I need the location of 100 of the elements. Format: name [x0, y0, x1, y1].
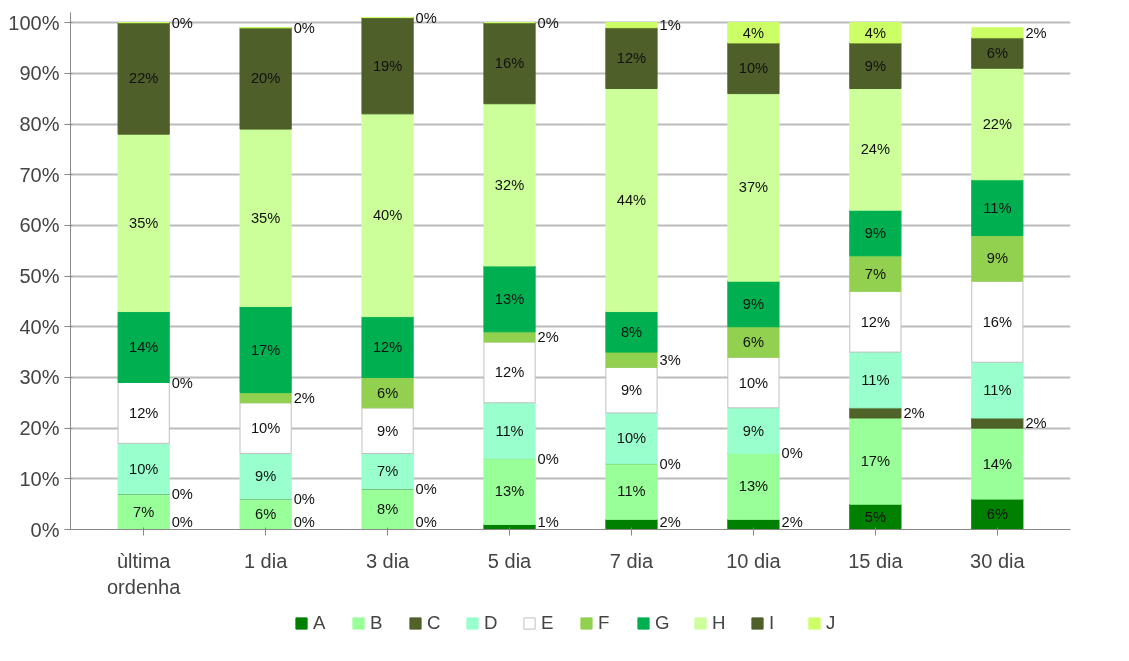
y-tick-label: 90%: [19, 62, 60, 85]
data-label: 40%: [372, 207, 403, 224]
data-label: 0%: [537, 450, 559, 467]
data-label: 37%: [738, 179, 769, 196]
data-label: 12%: [616, 50, 647, 67]
data-label: 0%: [415, 480, 437, 497]
data-label: 0%: [293, 491, 315, 508]
x-tick-label: 7 dia: [609, 549, 655, 572]
data-label: 0%: [171, 513, 193, 530]
data-label: 6%: [986, 506, 1008, 523]
legend-label: I: [769, 611, 776, 634]
data-label: 11%: [617, 483, 646, 500]
data-label: 7%: [376, 463, 399, 480]
data-label: 35%: [250, 209, 281, 226]
data-label: 11%: [861, 371, 890, 388]
data-label: 20%: [250, 70, 281, 87]
x-tick-label: 10 dia: [726, 549, 782, 572]
data-label: 6%: [376, 384, 399, 401]
data-label: 10%: [250, 420, 281, 437]
data-label: 12%: [372, 339, 403, 356]
y-tick-label: 40%: [19, 315, 60, 338]
legend-label: E: [541, 611, 555, 634]
data-label: 2%: [903, 404, 925, 421]
legend-label: D: [484, 611, 499, 634]
data-label: 22%: [982, 116, 1013, 133]
data-label: 5%: [864, 508, 886, 525]
y-tick-label: 10%: [19, 467, 60, 490]
data-label: 22%: [129, 70, 159, 87]
data-label: 0%: [659, 455, 681, 472]
data-label: 10%: [738, 60, 769, 77]
data-label: 24%: [860, 141, 891, 158]
y-tick-label: 20%: [19, 417, 60, 440]
data-label: 0%: [171, 486, 193, 503]
data-label: 10%: [129, 460, 159, 477]
data-label: 2%: [1025, 415, 1047, 432]
data-label: 17%: [250, 341, 281, 358]
x-tick-label: 1 dia: [243, 549, 289, 572]
data-label: 4%: [864, 24, 886, 41]
data-label: 11%: [495, 422, 524, 439]
data-label: 19%: [372, 57, 403, 74]
data-label: 0%: [415, 513, 437, 530]
data-label: 13%: [738, 478, 769, 495]
data-label: 9%: [864, 224, 886, 241]
data-label: 9%: [620, 382, 643, 399]
data-label: 6%: [986, 45, 1008, 62]
data-label: 9%: [864, 57, 886, 74]
legend-label: H: [712, 611, 727, 634]
x-tick-label: 3 dia: [365, 549, 411, 572]
data-label: 7%: [864, 265, 886, 282]
x-tick-label: ùltima ordenha: [106, 549, 182, 598]
data-label: 0%: [171, 14, 193, 31]
data-label: 6%: [742, 333, 765, 350]
data-label: 11%: [983, 382, 1012, 399]
data-label: 4%: [742, 24, 765, 41]
data-label: 16%: [494, 55, 525, 72]
data-label: 12%: [129, 404, 159, 421]
data-label: 0%: [293, 513, 315, 530]
data-label: 1%: [659, 17, 681, 34]
data-label: 10%: [738, 374, 769, 391]
data-label: 0%: [171, 374, 193, 391]
y-tick-label: 50%: [19, 265, 60, 288]
data-label: 14%: [982, 455, 1013, 472]
data-label: 16%: [982, 313, 1013, 330]
data-label: 3%: [659, 351, 681, 368]
data-label: 7%: [133, 503, 155, 520]
x-tick-label: 5 dia: [487, 549, 533, 572]
data-label: 0%: [537, 14, 559, 31]
data-label: 32%: [494, 176, 525, 193]
data-label: 12%: [860, 313, 891, 330]
legend-label: G: [655, 611, 671, 634]
data-label: 0%: [415, 9, 437, 26]
data-label: 9%: [255, 468, 277, 485]
y-tick-label: 80%: [19, 113, 60, 136]
legend-label: A: [313, 611, 327, 634]
y-tick-label: 70%: [19, 163, 60, 186]
legend-label: C: [427, 611, 442, 634]
legend-label: F: [598, 611, 611, 634]
data-label: 9%: [742, 422, 765, 439]
y-tick-label: 30%: [19, 366, 60, 389]
y-tick-label: 60%: [19, 214, 60, 237]
data-label: 2%: [537, 328, 559, 345]
data-label: 44%: [616, 192, 647, 209]
data-label: 13%: [494, 290, 525, 307]
data-label: 17%: [860, 453, 891, 470]
data-label: 10%: [616, 430, 647, 447]
x-tick-label: 15 dia: [848, 549, 904, 572]
data-label: 8%: [620, 323, 643, 340]
y-tick-label: 0%: [30, 518, 60, 541]
data-label: 2%: [293, 389, 315, 406]
data-label: 9%: [376, 422, 399, 439]
data-label: 1%: [537, 513, 559, 530]
x-tick-label: 30 dia: [970, 549, 1026, 572]
legend-label: B: [370, 611, 384, 634]
data-label: 9%: [742, 295, 765, 312]
data-label: 8%: [376, 501, 399, 518]
data-label: 2%: [1025, 24, 1047, 41]
data-label: 13%: [494, 483, 525, 500]
legend-label: J: [826, 611, 837, 634]
y-tick-label: 100%: [8, 11, 60, 34]
data-label: 6%: [255, 506, 277, 523]
